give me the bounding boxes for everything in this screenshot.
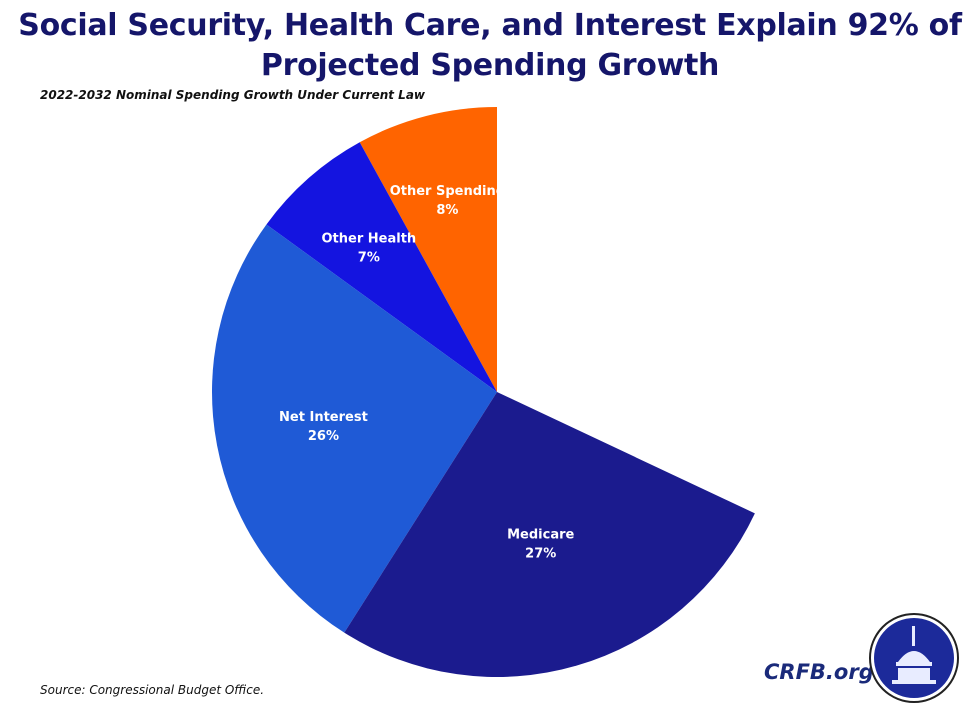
title-line-2: Projected Spending Growth xyxy=(260,48,720,83)
chart-title: Social Security, Health Care, and Intere… xyxy=(0,6,980,86)
slice-value-label: 26% xyxy=(308,429,339,444)
pie-slice-net-interest xyxy=(211,224,498,633)
slice-label: Other Health xyxy=(322,232,417,247)
slice-value-label: 27% xyxy=(525,547,556,562)
slice-label: Other Spending xyxy=(390,184,505,199)
slice-label: Medicare xyxy=(507,528,574,543)
pie-slice-other-spending xyxy=(359,107,497,392)
crfb-capitol-logo-icon xyxy=(869,613,959,703)
slice-label: Net Interest xyxy=(279,410,368,425)
slice-value-label: 7% xyxy=(358,251,380,266)
source-note: Source: Congressional Budget Office. xyxy=(40,683,265,697)
title-line-1: Social Security, Health Care, and Intere… xyxy=(18,8,962,43)
brand-link[interactable]: CRFB.org xyxy=(764,660,874,684)
pie-slice-other-health xyxy=(266,142,497,392)
chart-subtitle: 2022-2032 Nominal Spending Growth Under … xyxy=(40,88,425,102)
pie-slice-medicare xyxy=(344,392,755,678)
slice-value-label: 8% xyxy=(436,203,458,218)
